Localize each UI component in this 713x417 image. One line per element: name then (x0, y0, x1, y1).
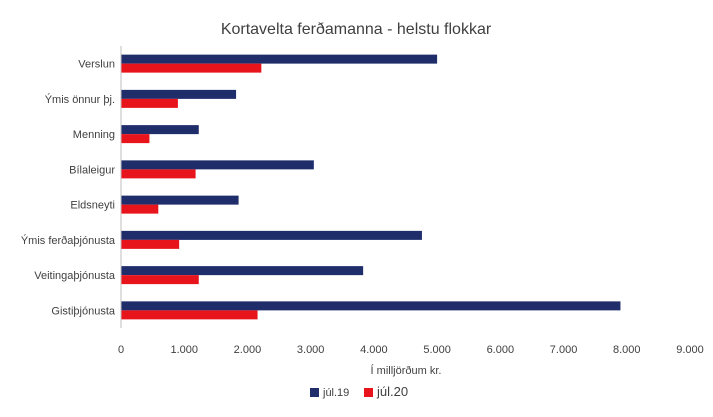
x-tick-label: 3.000 (297, 344, 325, 356)
legend-swatch (310, 388, 319, 397)
bar-jul19-3 (121, 160, 314, 170)
category-label: Verslun (78, 59, 115, 71)
bar-jul20-7 (121, 310, 258, 320)
x-tick-label: 8.000 (613, 344, 641, 356)
x-tick-label: 0 (118, 344, 124, 356)
bar-jul20-1 (121, 98, 178, 108)
x-tick-label: 7.000 (550, 344, 578, 356)
legend-label: júl.19 (322, 387, 349, 399)
bar-jul19-0 (121, 54, 438, 64)
bar-jul20-0 (121, 63, 262, 73)
category-label: Ýmis ferðaþjónusta (21, 234, 116, 247)
legend: júl.19 júl.20 (310, 384, 408, 399)
bar-jul20-4 (121, 204, 159, 214)
legend-swatch (364, 388, 373, 397)
category-label: Bílaleigur (69, 164, 115, 176)
category-label: Eldsneyti (70, 200, 115, 212)
legend-label: júl.20 (376, 384, 408, 399)
category-labels: Verslun Ýmis önnur þj. Menning Bílaleigur El… (21, 59, 116, 318)
x-tick-label: 6.000 (487, 344, 515, 356)
x-tick-labels: 0 1.000 2.000 3.000 4.000 5.000 6.000 7.000 8.00… (118, 344, 704, 356)
category-label: Veitingaþjónusta (34, 270, 116, 282)
x-tick-label: 1.000 (170, 344, 198, 356)
bar-jul19-5 (121, 230, 422, 240)
bar-jul19-4 (121, 195, 239, 205)
bar-jul19-6 (121, 266, 364, 276)
bar-jul19-7 (121, 301, 621, 311)
bar-jul19-1 (121, 89, 237, 99)
category-label: Gistiþjónusta (51, 305, 115, 317)
bar-jul20-5 (121, 239, 180, 249)
bar-jul19-2 (121, 125, 199, 135)
chart-title: Kortavelta ferðamanna - helstu flokkar (221, 21, 492, 38)
x-axis-label: Í milljörðum kr. (371, 364, 442, 377)
x-tick-label: 4.000 (360, 344, 388, 356)
category-label: Menning (73, 129, 115, 141)
bars-group (121, 54, 621, 320)
x-tick-label: 2.000 (234, 344, 262, 356)
category-label: Ýmis önnur þj. (45, 93, 115, 106)
bar-jul20-2 (121, 134, 150, 144)
bar-jul20-6 (121, 275, 199, 285)
x-tick-label: 9.000 (676, 344, 704, 356)
bar-jul20-3 (121, 169, 196, 179)
x-tick-label: 5.000 (423, 344, 451, 356)
